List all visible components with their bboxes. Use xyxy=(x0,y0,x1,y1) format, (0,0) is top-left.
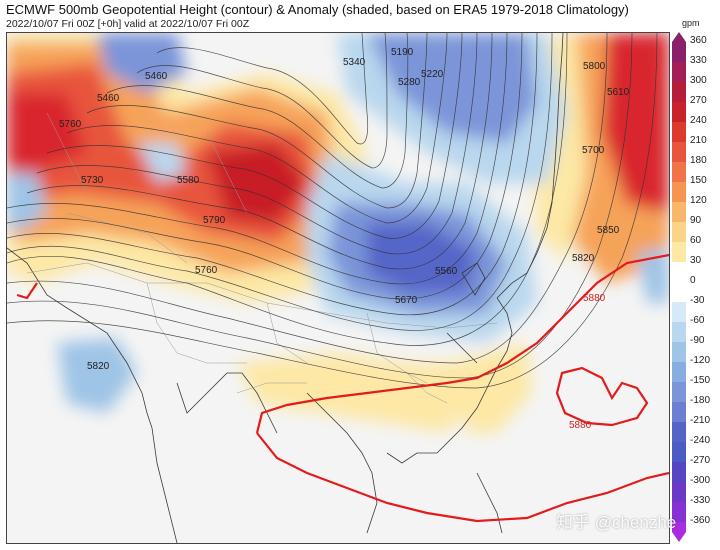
colorbar-unit: gpm xyxy=(682,18,700,28)
contour-label: 5760 xyxy=(59,119,82,130)
contour-label: 5800 xyxy=(583,61,606,72)
colorbar-tick: 30 xyxy=(690,255,702,266)
colorbar-tick: 270 xyxy=(690,95,707,106)
contour-label: 5280 xyxy=(398,77,421,88)
contour-label: 5220 xyxy=(421,69,444,80)
colorbar-tick: -360 xyxy=(690,515,711,526)
colorbar-tick: -240 xyxy=(690,435,711,446)
contour-label: 5460 xyxy=(145,71,168,82)
colorbar-tick: 60 xyxy=(690,235,702,246)
contour-label: 5610 xyxy=(607,87,630,98)
contour-5880 xyxy=(16,253,669,523)
contour-label: 5820 xyxy=(572,253,595,264)
contour-label: 5760 xyxy=(195,265,218,276)
colorbar-tick: -30 xyxy=(690,295,705,306)
colorbar-tick: 300 xyxy=(690,75,707,86)
contour-label: 5340 xyxy=(343,57,366,68)
colorbar-tick: -300 xyxy=(690,475,711,486)
contour-labels: 5190 5220 5280 5340 5460 5460 5580 5560 … xyxy=(59,47,630,431)
contour-label: 5190 xyxy=(391,47,414,58)
colorbar-tick: 210 xyxy=(690,135,707,146)
colorbar-tick: -120 xyxy=(690,355,711,366)
anomaly-map: 5190 5220 5280 5340 5460 5460 5580 5560 … xyxy=(7,33,669,543)
colorbar-tick: 0 xyxy=(690,275,696,286)
colorbar-tick: -330 xyxy=(690,495,711,506)
colorbar-tick: 360 xyxy=(690,35,707,46)
contour-label: 5580 xyxy=(177,175,200,186)
colorbar-tick: 330 xyxy=(690,55,707,66)
contour-label: 5560 xyxy=(435,266,458,277)
colorbar-tick: -270 xyxy=(690,455,711,466)
contour-label: 5730 xyxy=(81,175,104,186)
borders xyxy=(26,112,498,404)
contour-label: 5700 xyxy=(582,145,605,156)
colorbar-tick: -60 xyxy=(690,315,705,326)
height-contours xyxy=(7,33,658,389)
colorbar-tick: -210 xyxy=(690,415,711,426)
contour-label-5880: 5880 xyxy=(583,293,606,304)
coastlines xyxy=(7,33,564,543)
colorbar-tick: -180 xyxy=(690,395,711,406)
map-title: ECMWF 500mb Geopotential Height (contour… xyxy=(6,2,629,17)
colorbar-tick: -150 xyxy=(690,375,711,386)
contour-label: 5460 xyxy=(97,93,120,104)
anomaly-shading xyxy=(7,33,669,433)
contour-label-5880: 5880 xyxy=(569,420,592,431)
contour-label: 5820 xyxy=(87,361,110,372)
colorbar-tick: 180 xyxy=(690,155,707,166)
map-subtitle: 2022/10/07 Fri 00Z [+0h] valid at 2022/1… xyxy=(6,18,250,30)
contour-label: 5790 xyxy=(203,215,226,226)
colorbar-tick: 240 xyxy=(690,115,707,126)
colorbar-tick: 90 xyxy=(690,215,702,226)
watermark: 知乎 @chenzhe xyxy=(556,513,677,532)
contour-label: 5850 xyxy=(597,225,620,236)
map-panel[interactable]: 5190 5220 5280 5340 5460 5460 5580 5560 … xyxy=(6,32,670,544)
colorbar-tick: 120 xyxy=(690,195,707,206)
colorbar xyxy=(672,32,686,542)
contour-label: 5670 xyxy=(395,295,418,306)
colorbar-tick: 150 xyxy=(690,175,707,186)
colorbar-tick: -90 xyxy=(690,335,705,346)
